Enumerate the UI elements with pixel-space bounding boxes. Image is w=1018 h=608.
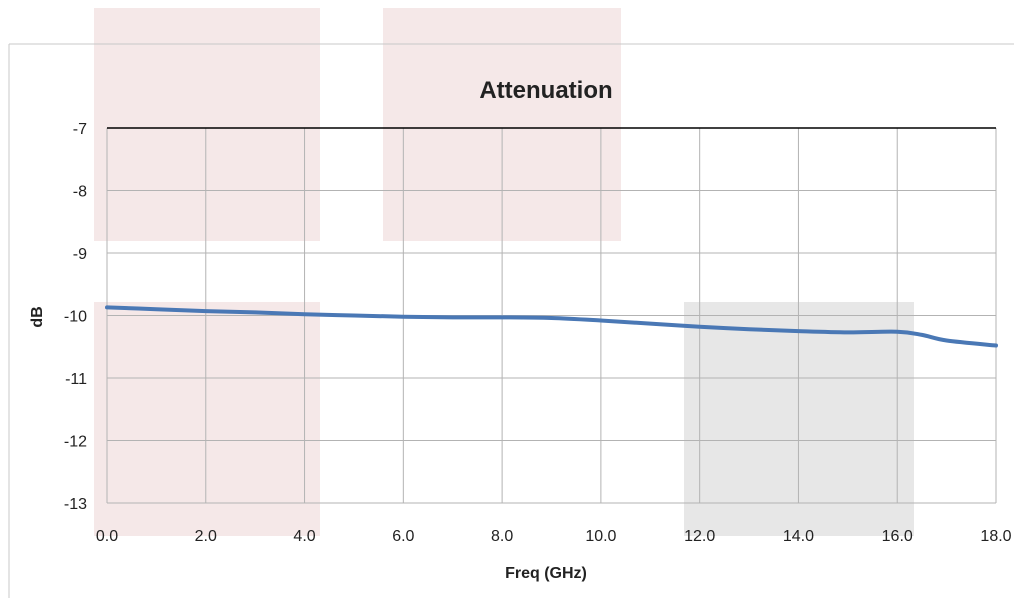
highlight-regions <box>94 8 914 536</box>
y-tick-label: -9 <box>73 246 87 263</box>
y-tick-label: -13 <box>64 496 87 513</box>
y-tick-label: -11 <box>65 371 87 388</box>
x-tick-label: 10.0 <box>585 528 616 545</box>
highlight-region-gray <box>684 302 914 536</box>
x-tick-label: 4.0 <box>293 528 315 545</box>
highlight-region-pink <box>94 302 320 536</box>
chart-area-border <box>8 43 1014 598</box>
y-axis-label: dB <box>29 306 46 327</box>
x-tick-label: 18.0 <box>980 528 1011 545</box>
x-tick-label: 6.0 <box>392 528 414 545</box>
x-tick-labels: 0.0 2.0 4.0 6.0 8.0 10.0 12.0 14.0 16.0 18.0 <box>96 528 1012 545</box>
highlight-region-pink <box>94 8 320 241</box>
y-tick-labels: -7 -8 -9 -10 -11 -12 -13 <box>64 121 87 513</box>
y-tick-label: -7 <box>73 121 87 138</box>
series-group <box>105 305 998 348</box>
x-tick-label: 2.0 <box>195 528 217 545</box>
x-tick-label: 14.0 <box>783 528 814 545</box>
x-axis-label: Freq (GHz) <box>505 565 587 582</box>
y-tick-label: -10 <box>64 309 87 326</box>
series-line <box>105 305 998 348</box>
chart-title: Attenuation <box>479 77 612 104</box>
x-tick-label: 0.0 <box>96 528 118 545</box>
x-tick-label: 12.0 <box>684 528 715 545</box>
y-tick-label: -12 <box>64 434 87 451</box>
y-tick-label: -8 <box>73 184 87 201</box>
x-tick-label: 16.0 <box>882 528 913 545</box>
x-tick-label: 8.0 <box>491 528 513 545</box>
